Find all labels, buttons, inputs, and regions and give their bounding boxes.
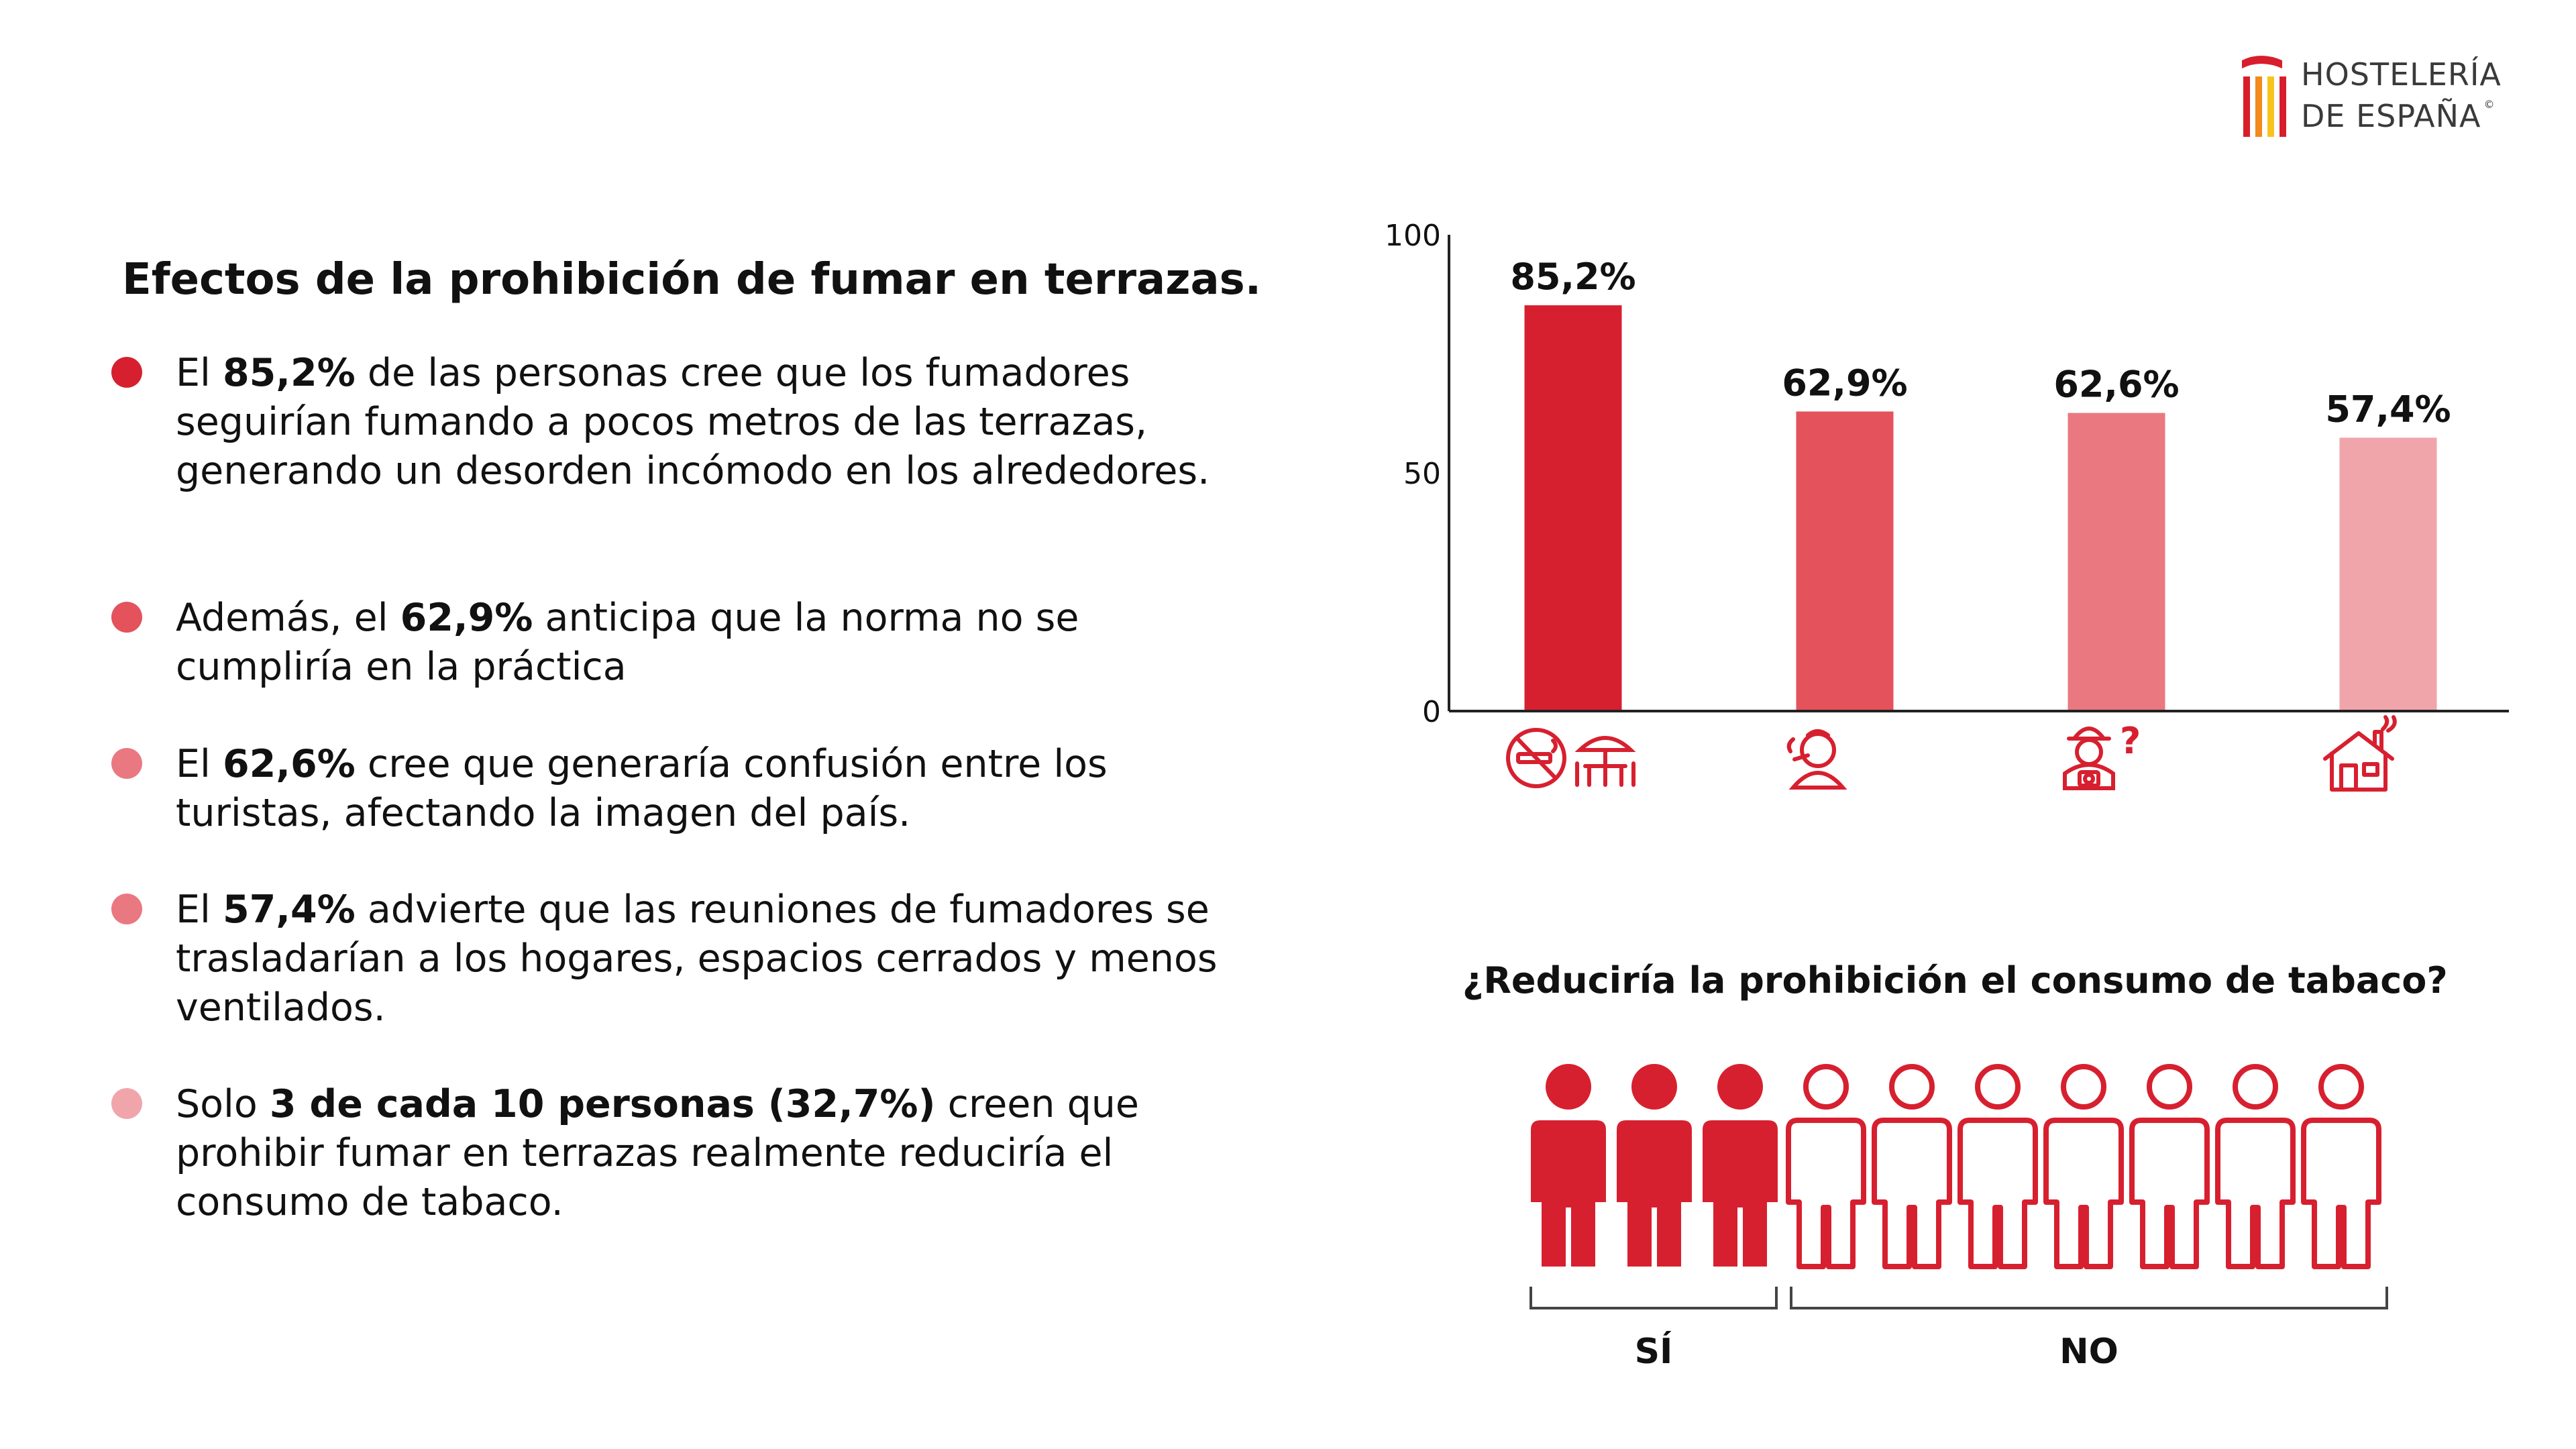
tourist-icon: ? bbox=[2063, 720, 2141, 790]
bar-value-label: 85,2% bbox=[1510, 256, 1635, 298]
bullet-text-pre: Además, el bbox=[176, 596, 400, 640]
bullet-text-post: cree que generaría confusión entre los t… bbox=[176, 742, 1108, 835]
bar-2 bbox=[2068, 413, 2165, 710]
bullet-text: El 62,6% cree que generaría confusión en… bbox=[176, 740, 1263, 838]
person-no-icon bbox=[2301, 1064, 2381, 1269]
chart-y-ticks: 0 50 100 bbox=[1385, 219, 1441, 729]
brand-name-line1: HOSTELERÍA bbox=[2301, 56, 2502, 93]
person-yes-icon bbox=[1703, 1064, 1778, 1267]
people-group bbox=[1531, 1064, 2381, 1269]
bar-0 bbox=[1524, 305, 1622, 710]
bullet-highlight: 3 de cada 10 personas (32,7%) bbox=[269, 1082, 936, 1126]
bullet-highlight: 57,4% bbox=[222, 888, 356, 932]
smoker-icon bbox=[1786, 729, 1847, 790]
bullet-text: Además, el 62,9% anticipa que la norma n… bbox=[176, 594, 1263, 692]
brand-logo: HOSTELERÍA DE ESPAÑA © bbox=[2241, 54, 2536, 154]
bullet-highlight: 62,6% bbox=[222, 742, 356, 786]
bullet-dot bbox=[111, 1088, 142, 1119]
chart-value-labels: 85,2% 62,9% 62,6% 57,4% bbox=[1510, 256, 2451, 430]
person-no-icon bbox=[2043, 1064, 2124, 1269]
bullet-item: El 57,4% advierte que las reuniones de f… bbox=[111, 885, 1263, 1032]
copyright-mark: © bbox=[2483, 98, 2496, 111]
bullet-text: El 57,4% advierte que las reuniones de f… bbox=[176, 885, 1263, 1032]
bullet-item: El 62,6% cree que generaría confusión en… bbox=[111, 740, 1263, 838]
home-smoke-icon bbox=[2323, 715, 2397, 792]
bullet-dot bbox=[111, 894, 142, 924]
person-no-icon bbox=[1872, 1064, 1952, 1269]
chart-bars bbox=[1524, 305, 2437, 710]
page-title: Efectos de la prohibición de fumar en te… bbox=[122, 255, 1262, 305]
answer-brackets bbox=[1529, 1287, 2388, 1309]
person-yes-icon bbox=[1617, 1064, 1692, 1267]
bullet-highlight: 62,9% bbox=[400, 596, 533, 640]
bullet-text-post: advierte que las reuniones de fumadores … bbox=[176, 888, 1218, 1030]
bullet-text: Solo 3 de cada 10 personas (32,7%) creen… bbox=[176, 1080, 1263, 1227]
bar-value-label: 62,9% bbox=[1782, 362, 1907, 404]
no-smoking-terrace-icon bbox=[1506, 728, 1636, 788]
bullet-dot bbox=[111, 357, 142, 388]
bullet-item: Solo 3 de cada 10 personas (32,7%) creen… bbox=[111, 1080, 1263, 1227]
svg-text:?: ? bbox=[2120, 720, 2141, 762]
person-no-icon bbox=[2215, 1064, 2296, 1269]
no-bracket bbox=[1790, 1287, 2388, 1309]
bullet-dot bbox=[111, 748, 142, 779]
bullet-text-post: de las personas cree que los fumadores s… bbox=[176, 351, 1210, 493]
y-tick-label: 100 bbox=[1385, 219, 1441, 253]
bullet-text-pre: El bbox=[176, 351, 223, 395]
bullet-text-post: anticipa que la norma no se cumpliría en… bbox=[176, 596, 1079, 689]
brand-name-line2-text: DE ESPAÑA bbox=[2301, 98, 2481, 134]
bar-3 bbox=[2339, 437, 2437, 710]
brand-logo-icon bbox=[2242, 56, 2286, 137]
bullet-text: El 85,2% de las personas cree que los fu… bbox=[176, 349, 1263, 496]
person-no-icon bbox=[1957, 1064, 2038, 1269]
brand-name-line2: DE ESPAÑA © bbox=[2301, 98, 2496, 134]
yes-label: SÍ bbox=[1635, 1331, 1673, 1372]
pictogram-question: ¿Reduciría la prohibición el consumo de … bbox=[1462, 959, 2448, 1002]
yes-bracket bbox=[1529, 1287, 1778, 1309]
pictogram: SÍ NO bbox=[1529, 1064, 2388, 1372]
bar-1 bbox=[1796, 411, 1894, 710]
person-yes-icon bbox=[1531, 1064, 1606, 1267]
person-no-icon bbox=[2129, 1064, 2210, 1269]
bullet-text-pre: El bbox=[176, 888, 223, 932]
bullet-text-pre: Solo bbox=[176, 1082, 270, 1126]
y-tick-label: 0 bbox=[1422, 695, 1441, 729]
bar-value-label: 62,6% bbox=[2053, 364, 2179, 406]
bullet-dot bbox=[111, 602, 142, 633]
bullet-text-post: creen que prohibir fumar en terrazas rea… bbox=[176, 1082, 1139, 1224]
bullet-item: El 85,2% de las personas cree que los fu… bbox=[111, 349, 1263, 496]
y-tick-label: 50 bbox=[1403, 457, 1441, 491]
bar-chart: 85,2% 62,9% 62,6% 57,4% 0 50 100 ? bbox=[1385, 219, 2509, 792]
bar-value-label: 57,4% bbox=[2325, 388, 2451, 430]
person-no-icon bbox=[1786, 1064, 1866, 1269]
bullet-item: Además, el 62,9% anticipa que la norma n… bbox=[111, 594, 1263, 692]
no-label: NO bbox=[2059, 1332, 2118, 1372]
bullet-text-pre: El bbox=[176, 742, 223, 786]
bullet-highlight: 85,2% bbox=[222, 351, 356, 395]
